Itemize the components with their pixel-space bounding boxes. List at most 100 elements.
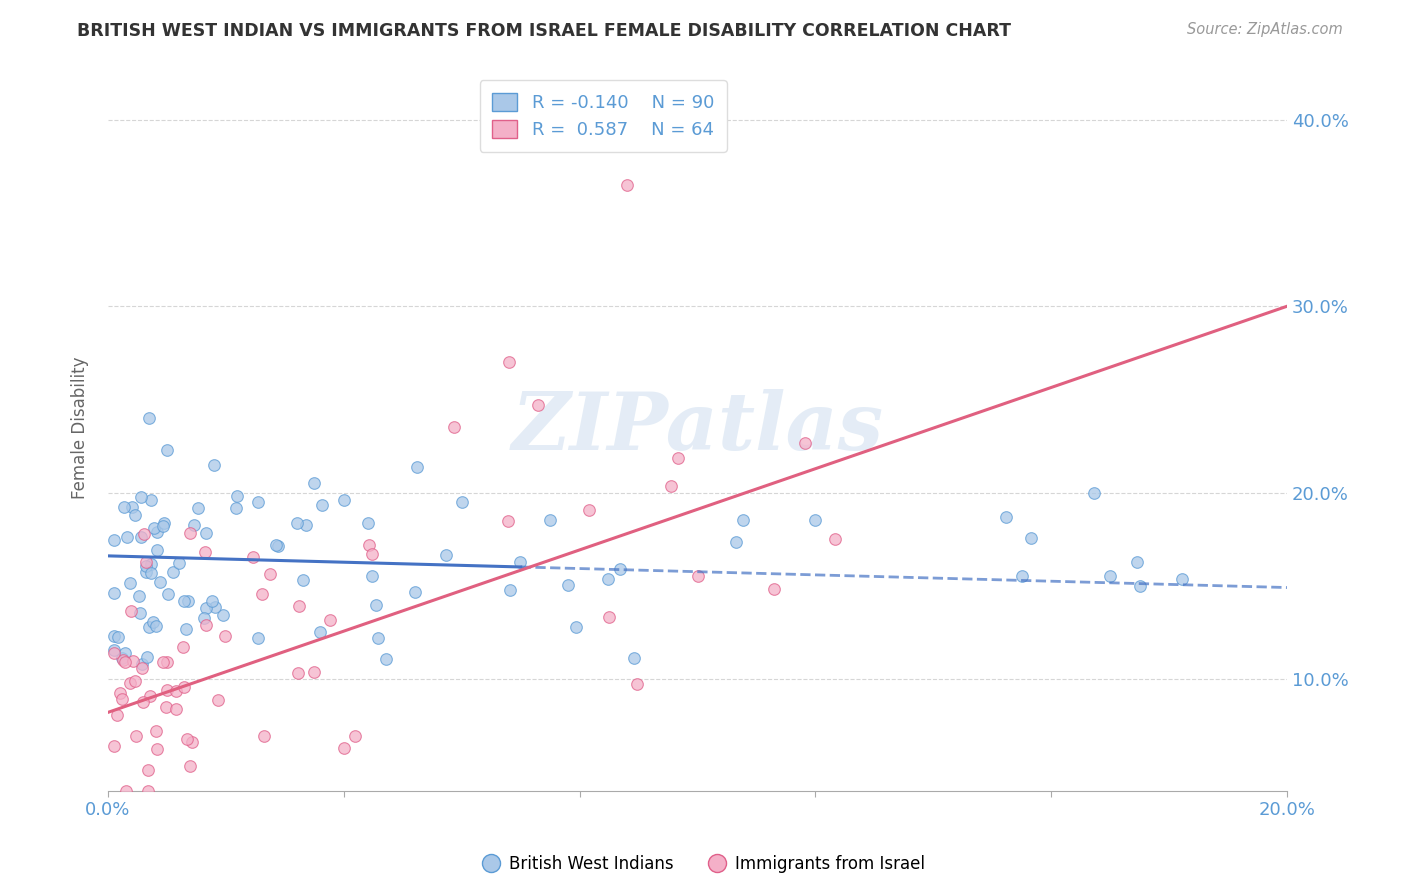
- Point: [686, 569, 709, 583]
- Point: [994, 510, 1017, 524]
- Point: [112, 500, 135, 515]
- Point: [267, 539, 290, 553]
- Point: [103, 646, 125, 660]
- Point: [264, 538, 287, 552]
- Point: [135, 558, 157, 573]
- Point: [824, 533, 846, 547]
- Point: [173, 593, 195, 607]
- Point: [131, 657, 153, 671]
- Point: [156, 682, 179, 697]
- Point: [181, 735, 204, 749]
- Point: [204, 600, 226, 615]
- Point: [285, 516, 308, 530]
- Point: [202, 458, 225, 472]
- Text: ZIPatlas: ZIPatlas: [512, 389, 883, 467]
- Point: [246, 495, 269, 509]
- Point: [138, 689, 160, 703]
- Point: [103, 739, 125, 753]
- Point: [136, 763, 159, 777]
- Y-axis label: Female Disability: Female Disability: [72, 356, 89, 499]
- Point: [364, 599, 387, 613]
- Point: [361, 547, 384, 561]
- Point: [149, 575, 172, 590]
- Point: [129, 530, 152, 544]
- Point: [450, 495, 472, 509]
- Point: [668, 451, 690, 466]
- Point: [242, 549, 264, 564]
- Point: [333, 493, 356, 508]
- Point: [194, 545, 217, 559]
- Point: [1170, 572, 1192, 586]
- Point: [121, 604, 143, 618]
- Point: [253, 729, 276, 743]
- Point: [142, 521, 165, 535]
- Point: [105, 707, 128, 722]
- Point: [1019, 532, 1042, 546]
- Point: [225, 489, 247, 503]
- Point: [145, 724, 167, 739]
- Point: [527, 398, 550, 412]
- Point: [496, 515, 519, 529]
- Point: [200, 594, 222, 608]
- Point: [146, 741, 169, 756]
- Point: [152, 656, 174, 670]
- Point: [194, 525, 217, 540]
- Point: [367, 632, 389, 646]
- Point: [165, 683, 187, 698]
- Point: [115, 783, 138, 797]
- Legend: British West Indians, Immigrants from Israel: British West Indians, Immigrants from Is…: [474, 848, 932, 880]
- Text: Source: ZipAtlas.com: Source: ZipAtlas.com: [1187, 22, 1343, 37]
- Point: [138, 411, 160, 425]
- Point: [177, 594, 200, 608]
- Point: [179, 759, 201, 773]
- Point: [374, 652, 396, 666]
- Point: [509, 555, 531, 569]
- Point: [138, 620, 160, 634]
- Point: [344, 729, 367, 743]
- Point: [207, 693, 229, 707]
- Point: [309, 624, 332, 639]
- Point: [598, 573, 620, 587]
- Point: [609, 562, 631, 576]
- Point: [118, 676, 141, 690]
- Point: [434, 548, 457, 562]
- Point: [146, 542, 169, 557]
- Point: [1125, 555, 1147, 569]
- Point: [121, 500, 143, 514]
- Point: [598, 610, 620, 624]
- Point: [135, 565, 157, 579]
- Point: [499, 582, 522, 597]
- Point: [304, 476, 326, 491]
- Point: [287, 666, 309, 681]
- Point: [141, 493, 163, 508]
- Point: [404, 584, 426, 599]
- Point: [132, 527, 155, 541]
- Point: [733, 513, 755, 527]
- Point: [793, 436, 815, 450]
- Point: [108, 686, 131, 700]
- Point: [174, 623, 197, 637]
- Point: [139, 566, 162, 580]
- Point: [155, 699, 177, 714]
- Point: [288, 599, 311, 614]
- Point: [361, 569, 384, 583]
- Point: [172, 640, 194, 654]
- Point: [179, 526, 201, 541]
- Point: [139, 557, 162, 571]
- Point: [173, 680, 195, 694]
- Point: [195, 618, 218, 632]
- Point: [124, 508, 146, 523]
- Point: [156, 442, 179, 457]
- Point: [136, 783, 159, 797]
- Point: [498, 355, 520, 369]
- Point: [443, 420, 465, 434]
- Point: [156, 655, 179, 669]
- Point: [120, 576, 142, 591]
- Point: [145, 619, 167, 633]
- Point: [131, 661, 153, 675]
- Point: [1083, 486, 1105, 500]
- Point: [135, 555, 157, 569]
- Point: [565, 620, 588, 634]
- Point: [1129, 579, 1152, 593]
- Point: [128, 589, 150, 603]
